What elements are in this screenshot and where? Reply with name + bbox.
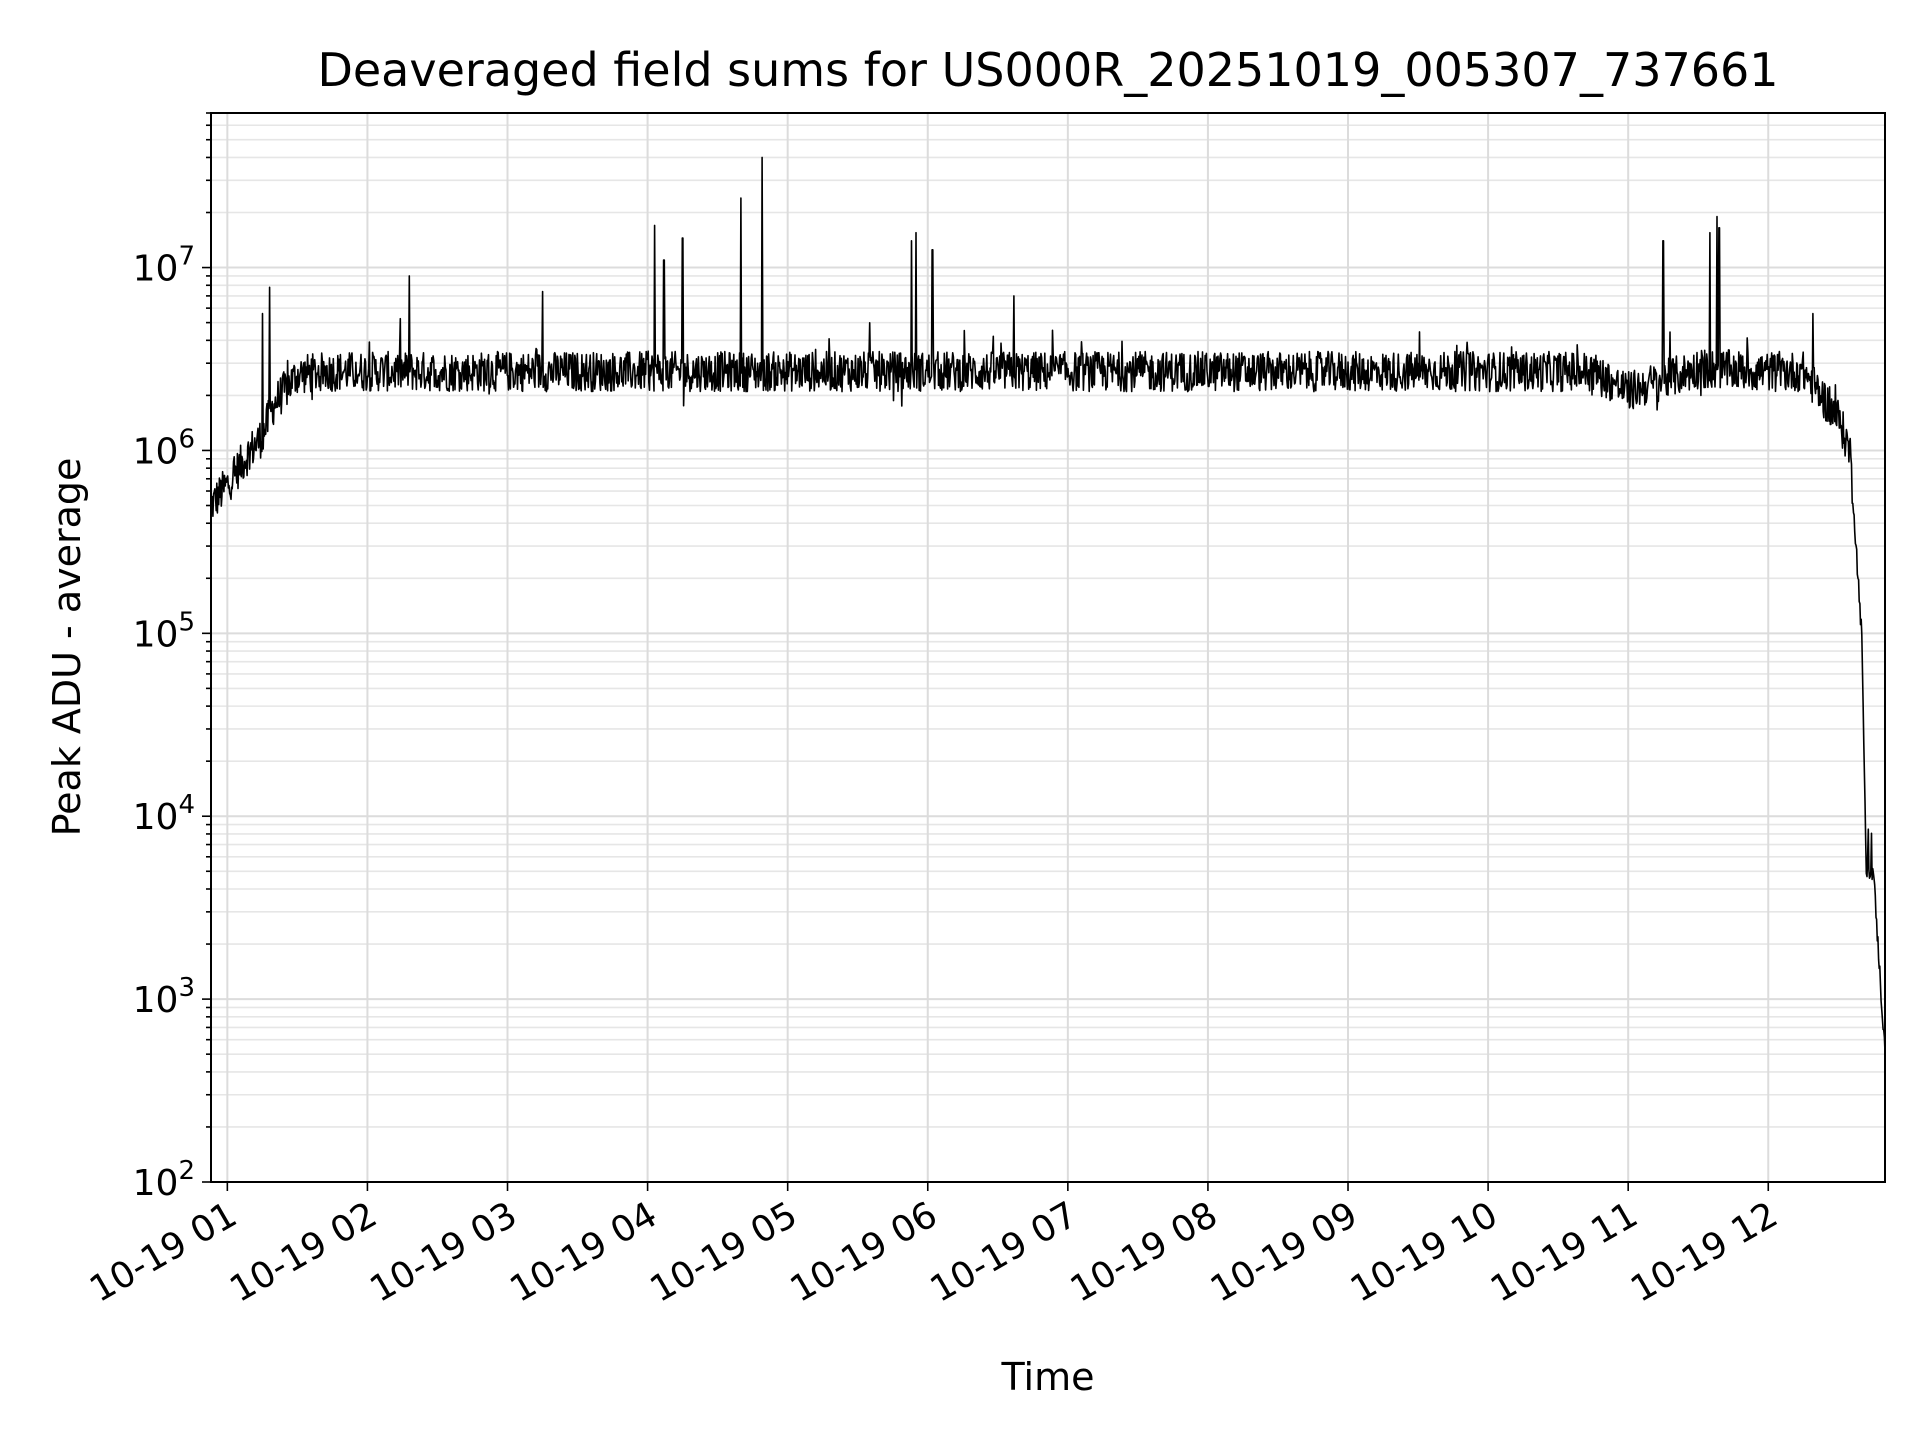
plot-frame [210, 112, 1886, 1183]
y-tick-label: 102 [133, 1156, 195, 1204]
y-tick-label: 104 [133, 790, 195, 838]
y-axis-label: Peak ADU - average [45, 458, 89, 837]
chart-title: Deaveraged field sums for US000R_2025101… [317, 43, 1778, 97]
y-tick-label: 103 [133, 973, 195, 1021]
x-axis-label: Time [1001, 1355, 1095, 1399]
grid [211, 112, 1885, 1183]
y-tick-label: 105 [133, 607, 195, 655]
series-layer [210, 156, 1886, 1053]
y-tick-label: 107 [133, 242, 195, 290]
y-tick-label: 106 [133, 424, 195, 472]
series-line [210, 156, 1886, 1053]
